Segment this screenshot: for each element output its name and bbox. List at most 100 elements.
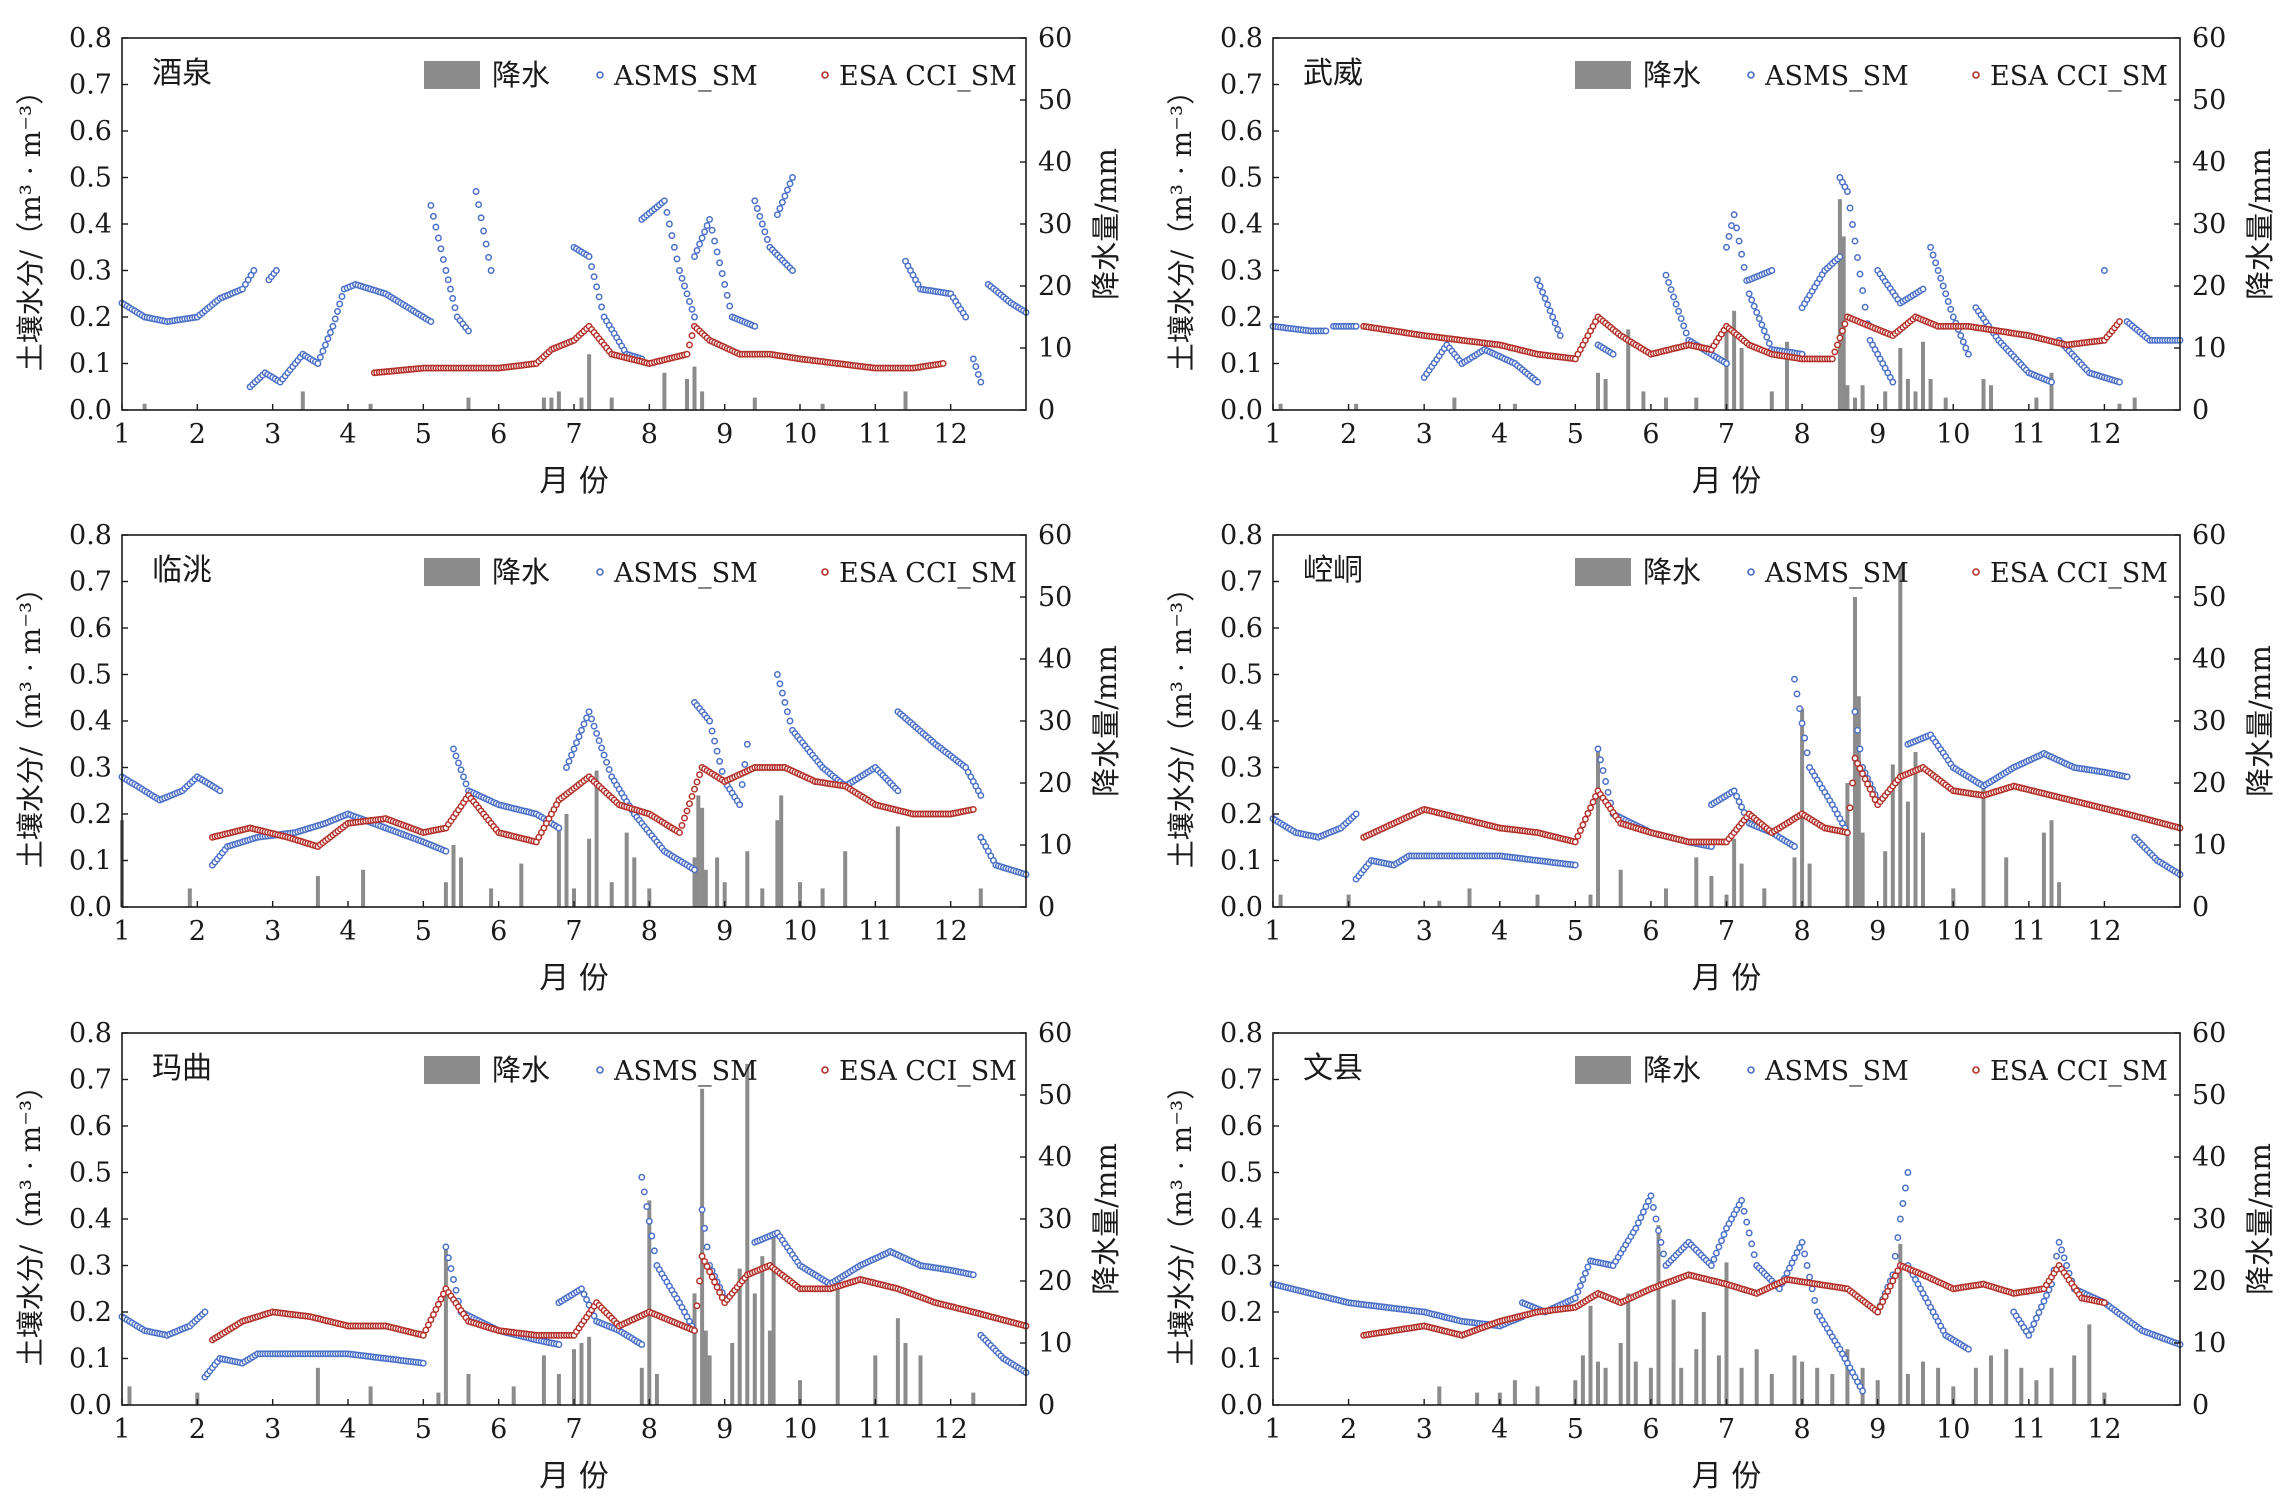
precip-bar — [594, 770, 599, 907]
precip-bar — [443, 1243, 448, 1405]
y-tick-label: 0.3 — [69, 753, 112, 784]
asms-sm-point — [668, 232, 676, 240]
y2-tick-label: 40 — [1038, 1142, 1072, 1173]
precip-bar — [978, 888, 983, 907]
y-tick-label: 0.4 — [1220, 1204, 1263, 1235]
y-tick-label: 0.8 — [1220, 1018, 1263, 1049]
legend-esa-label: ESA CCI_SM — [1990, 61, 2168, 92]
asms-sm-point — [1768, 267, 1776, 274]
legend-esa-marker — [1972, 71, 1980, 79]
y-tick-label: 0.3 — [1220, 753, 1263, 784]
precip-bar — [541, 397, 546, 410]
asms-sm-point — [1811, 1296, 1819, 1304]
asms-sm-point — [751, 322, 759, 330]
asms-sm-point — [1682, 329, 1690, 337]
precip-bar — [820, 888, 825, 907]
asms-sm-point — [319, 347, 327, 355]
x-tick-label: 8 — [641, 1414, 658, 1445]
y-tick-label: 0.0 — [69, 892, 112, 923]
asms-sm-point — [1715, 1243, 1723, 1251]
asms-sm-point — [1662, 271, 1670, 279]
precip-bar — [1694, 397, 1699, 410]
y-tick-label: 0.6 — [1220, 116, 1263, 147]
asms-sm-point — [439, 256, 447, 264]
precip-bar — [903, 1343, 908, 1405]
asms-sm-point — [977, 378, 985, 386]
precip-bar — [895, 1318, 900, 1405]
x-tick-label: 1 — [1264, 419, 1281, 450]
asms-sm-point — [1652, 1215, 1660, 1223]
y-tick-label: 0.8 — [69, 1018, 112, 1049]
asms-sm-point — [2063, 1262, 2071, 1269]
asms-sm-point — [1919, 285, 1927, 293]
precip-bar — [1535, 1386, 1540, 1405]
precip-bar — [1883, 851, 1888, 907]
y2-tick-label: 0 — [1038, 892, 1055, 923]
x-tick-label: 8 — [1793, 419, 1810, 450]
y2-tick-label: 50 — [2192, 582, 2226, 613]
y-tick-label: 0.4 — [1220, 706, 1263, 737]
asms-sm-point — [1660, 1250, 1667, 1258]
asms-sm-point — [718, 270, 726, 278]
asms-sm-point — [1927, 243, 1935, 251]
x-tick-label: 12 — [2087, 916, 2121, 947]
y-tick-label: 0.8 — [1220, 23, 1263, 54]
asms-sm-point — [1738, 803, 1746, 811]
y-tick-label: 0.7 — [1220, 567, 1263, 598]
y2-tick-label: 50 — [2192, 85, 2226, 116]
asms-sm-point — [1581, 1269, 1589, 1277]
precip-bar — [2117, 403, 2122, 410]
x-tick-label: 9 — [1869, 1414, 1886, 1445]
precip-bar — [1943, 397, 1948, 410]
asms-sm-point — [444, 276, 452, 284]
y-tick-label: 0.3 — [69, 256, 112, 287]
asms-sm-point — [708, 727, 716, 735]
x-tick-label: 10 — [783, 916, 817, 947]
x-tick-label: 11 — [2012, 916, 2046, 947]
chart-panel-6: 0.0 0.1 0.2 0.3 0.4 0.5 0.6 0.7 0.8 0 10 20 30 40 50 60… — [1165, 1018, 2277, 1494]
asms-sm-point — [1957, 332, 1965, 340]
asms-sm-point — [2100, 267, 2108, 274]
asms-sm-point — [1667, 286, 1675, 294]
asms-sm-point — [324, 335, 332, 343]
asms-sm-point — [1796, 705, 1804, 713]
asms-sm-point — [1644, 1197, 1652, 1205]
asms-sm-point — [698, 234, 706, 242]
precip-bar — [436, 1392, 441, 1405]
asms-sm-point — [1798, 719, 1806, 727]
x-tick-label: 3 — [1416, 916, 1433, 947]
asms-sm-point — [1584, 1263, 1592, 1271]
asms-sm-point — [1856, 745, 1864, 753]
x-tick-label: 2 — [1340, 419, 1357, 450]
asms-sm-point — [1899, 1200, 1907, 1207]
precip-bar — [2072, 1355, 2077, 1405]
asms-sm-point — [691, 253, 698, 261]
asms-sm-point — [721, 280, 729, 288]
asms-sm-point — [1745, 1229, 1753, 1237]
asms-sm-point — [1677, 315, 1685, 323]
x-axis-title: 月 份 — [539, 961, 609, 996]
asms-sm-point — [969, 1271, 977, 1279]
esa-cci-sm-point — [693, 1302, 701, 1310]
precip-bar — [2034, 1380, 2039, 1405]
precip-bar — [556, 1374, 561, 1405]
asms-sm-point — [201, 1308, 209, 1316]
x-tick-label: 5 — [1567, 916, 1584, 947]
y2-axis-title: 降水量/mm — [2243, 1143, 2277, 1295]
asms-sm-point — [250, 267, 258, 274]
x-tick-label: 7 — [1718, 916, 1735, 947]
y-tick-label: 0.7 — [69, 567, 112, 598]
asms-sm-point — [778, 689, 786, 697]
y-axis-title: 土壤水分/（m³ · m⁻³） — [14, 77, 47, 371]
precip-bar — [1913, 391, 1918, 410]
legend-precip-swatch — [1575, 61, 1631, 89]
asms-sm-point — [645, 1217, 653, 1225]
asms-sm-point — [555, 824, 563, 832]
asms-sm-point — [1634, 1219, 1642, 1227]
asms-sm-point — [1602, 778, 1610, 785]
asms-sm-point — [894, 787, 902, 795]
precip-bar — [1769, 1374, 1774, 1405]
x-tick-label: 8 — [1793, 1414, 1810, 1445]
asms-sm-point — [756, 212, 764, 220]
precip-bar — [1921, 341, 1925, 410]
